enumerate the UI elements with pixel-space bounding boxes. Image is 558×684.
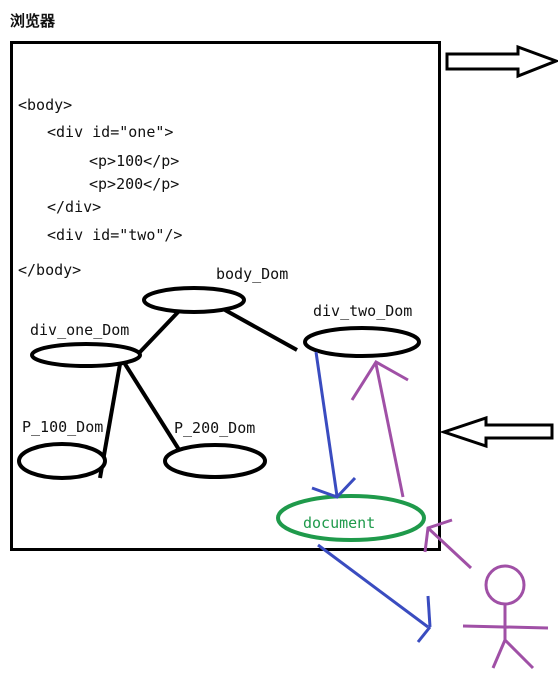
edge-body-div-one [140, 310, 180, 352]
user-head-icon [486, 566, 524, 604]
label-document: document [303, 514, 375, 532]
arrow-left-icon [444, 418, 552, 446]
label-div-one-dom: div_one_Dom [30, 321, 129, 339]
purple-arrow-to-document [428, 528, 471, 568]
user-arms [463, 626, 548, 628]
node-p200-dom [165, 445, 265, 477]
user-right-leg [505, 640, 533, 668]
arrow-right-icon [447, 47, 556, 76]
blue-arrow-to-document [316, 352, 337, 496]
edge-div-one-p200 [125, 364, 183, 456]
label-div-two-dom: div_two_Dom [313, 302, 412, 320]
label-p100-dom: P_100_Dom [22, 418, 103, 436]
node-p100-dom [19, 444, 105, 478]
node-div-two-dom [305, 328, 419, 356]
purple-arrow-to-div-two [376, 364, 403, 497]
blue-arrow-head-2a [428, 596, 430, 627]
user-left-leg [493, 640, 505, 668]
label-body-dom: body_Dom [216, 265, 288, 283]
edge-body-div-two [225, 310, 297, 350]
blue-arrow-head-2b [418, 627, 430, 642]
blue-arrow-to-user [318, 545, 428, 627]
node-body-dom [144, 288, 244, 312]
node-div-one-dom [32, 344, 140, 366]
label-p200-dom: P_200_Dom [174, 419, 255, 437]
